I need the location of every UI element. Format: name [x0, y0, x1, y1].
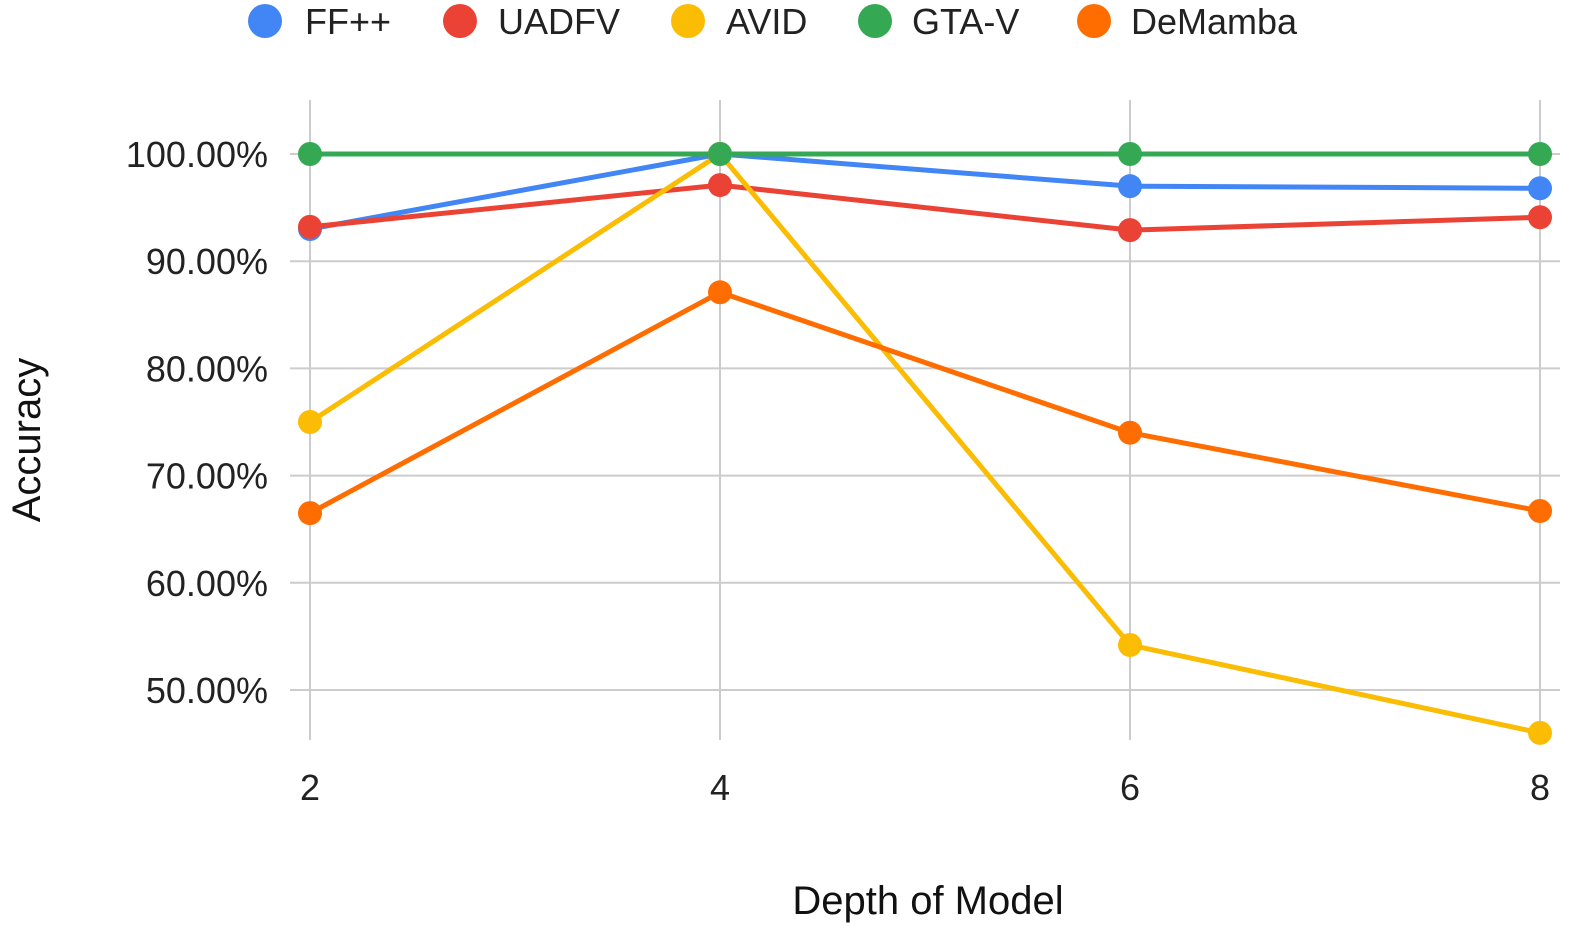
- x-tick-label: 4: [710, 767, 730, 808]
- legend-label: GTA-V: [912, 1, 1019, 42]
- series-line-uadfv: [307, 182, 1543, 233]
- data-point-avid: [1118, 632, 1142, 657]
- legend-label: FF++: [305, 1, 391, 42]
- y-tick-label: 90.00%: [146, 241, 268, 282]
- data-point-avid: [298, 410, 322, 434]
- data-point-gta-v: [1118, 142, 1142, 166]
- legend-label: AVID: [726, 1, 807, 42]
- data-point-gta-v: [708, 142, 732, 166]
- data-point-demamba: [1118, 420, 1142, 445]
- data-point-demamba: [708, 280, 732, 305]
- legend-item-uadfv: UADFV: [443, 1, 620, 42]
- legend-item-demamba: DeMamba: [1077, 1, 1298, 42]
- legend-item-avid: AVID: [671, 1, 807, 42]
- series-line-demamba: [307, 289, 1543, 516]
- data-point-uadfv: [298, 214, 322, 239]
- data-point-ff: [1528, 176, 1552, 201]
- y-tick-label: 100.00%: [126, 134, 268, 175]
- legend-label: DeMamba: [1131, 1, 1298, 42]
- data-point-gta-v: [298, 142, 322, 166]
- data-point-gta-v: [1528, 142, 1552, 166]
- legend-swatch: [671, 4, 705, 38]
- data-point-demamba: [1528, 498, 1552, 523]
- legend-label: UADFV: [498, 1, 620, 42]
- x-tick-label: 8: [1530, 767, 1550, 808]
- x-tick-label: 6: [1120, 767, 1140, 808]
- axes: 50.00% 60.00% 70.00% 80.00% 90.00% 100.00% 2 4 6…: [126, 134, 1550, 808]
- series-line-avid: [307, 151, 1543, 736]
- legend-item-gta-v: GTA-V: [858, 1, 1019, 42]
- legend-item-ff: FF++: [248, 1, 391, 42]
- series-lines: [307, 151, 1543, 736]
- legend-swatch: [858, 4, 892, 38]
- y-tick-label: 80.00%: [146, 348, 268, 389]
- x-tick-label: 2: [300, 767, 320, 808]
- y-tick-label: 60.00%: [146, 563, 268, 604]
- legend: FF++ UADFV AVID GTA-V DeMamba: [248, 1, 1298, 42]
- legend-swatch: [1077, 4, 1111, 38]
- y-tick-label: 50.00%: [146, 670, 268, 711]
- data-point-ff: [1118, 174, 1142, 199]
- series-markers: [298, 142, 1552, 745]
- data-point-uadfv: [1118, 218, 1142, 243]
- data-point-demamba: [298, 501, 322, 526]
- legend-swatch: [443, 4, 477, 38]
- y-tick-label: 70.00%: [146, 456, 268, 497]
- data-point-uadfv: [1528, 205, 1552, 230]
- data-point-uadfv: [708, 173, 732, 198]
- legend-swatch: [248, 4, 282, 38]
- data-point-avid: [1528, 720, 1552, 745]
- y-axis-title: Accuracy: [5, 358, 49, 523]
- x-axis-title: Depth of Model: [792, 879, 1063, 923]
- series-line-ff: [307, 151, 1543, 232]
